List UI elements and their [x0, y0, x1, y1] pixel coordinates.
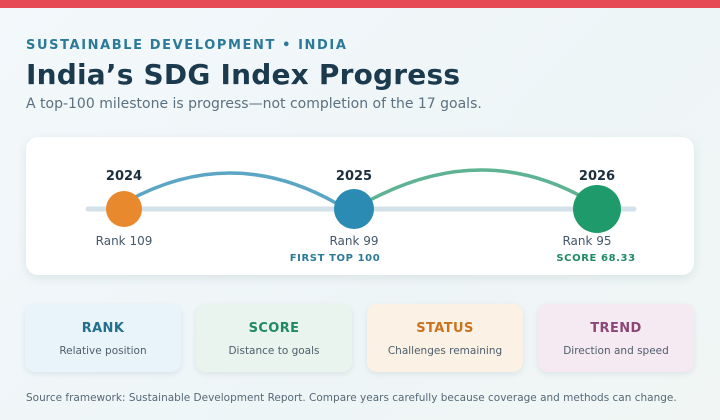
card-trend-title: TREND	[590, 321, 642, 336]
card-rank-title: RANK	[81, 321, 125, 336]
eyebrow-label: SUSTAINABLE DEVELOPMENT • INDIA	[26, 38, 348, 53]
milestone-note-2025: FIRST TOP 100	[289, 253, 381, 264]
page-title: India’s SDG Index Progress	[26, 58, 461, 91]
card-score-description: Distance to goals	[228, 345, 320, 357]
card-trend-description: Direction and speed	[563, 345, 669, 357]
milestone-dot-2026	[573, 185, 621, 233]
timeline-arc-2024-2025	[122, 171, 338, 205]
milestone-dot-2025	[334, 189, 374, 229]
milestone-year-2024: 2024	[105, 169, 143, 184]
milestone-rank-2024: Rank 109	[95, 234, 153, 248]
timeline-card: 2024 2025 2026 Rank 109 Rank 99 Rank 95 …	[26, 137, 694, 275]
timeline-arc-2025-2026	[370, 168, 588, 201]
card-score-title: SCORE	[248, 321, 300, 336]
card-rank-description: Relative position	[59, 345, 147, 357]
milestone-rank-2026: Rank 95	[562, 234, 612, 248]
card-trend: TREND Direction and speed	[538, 304, 694, 372]
timeline-diagram	[85, 168, 637, 233]
card-status-title: STATUS	[416, 321, 474, 336]
milestone-year-2026: 2026	[578, 169, 616, 184]
card-score: SCORE Distance to goals	[196, 304, 352, 372]
milestone-year-2025: 2025	[335, 169, 373, 184]
milestone-dot-2024	[106, 191, 142, 227]
source-note: Source framework: Sustainable Developmen…	[26, 392, 677, 404]
card-rank: RANK Relative position	[25, 304, 181, 372]
page-subtitle: A top-100 milestone is progress—not comp…	[26, 96, 482, 112]
top-accent-bar	[0, 0, 720, 8]
milestone-rank-2025: Rank 99	[329, 234, 379, 248]
card-status-description: Challenges remaining	[387, 345, 503, 357]
card-status: STATUS Challenges remaining	[367, 304, 523, 372]
milestone-note-2026: SCORE 68.33	[556, 253, 636, 264]
